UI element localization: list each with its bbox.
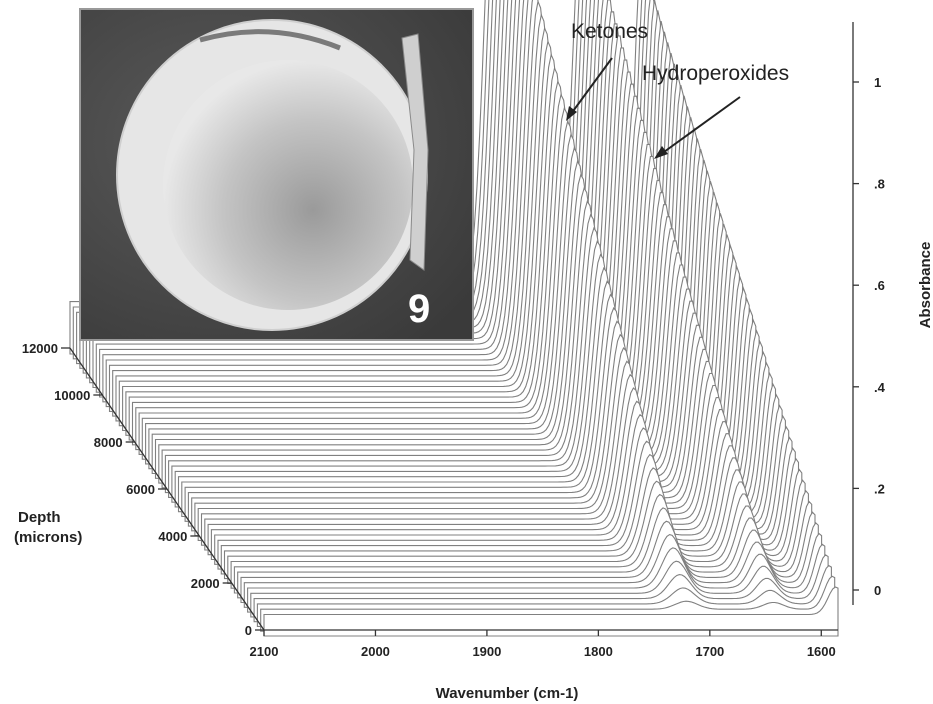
y-tick-label: .8: [874, 177, 885, 192]
x-tick-label: 2000: [361, 644, 390, 659]
x-axis-ticks: 2100 2000 1900 1800 1700 1600: [250, 630, 836, 659]
cup-rim-strip: [401, 33, 429, 271]
arrow-hydroperoxides: [656, 96, 741, 158]
axes: 2100 2000 1900 1800 1700 1600 0 .2 .4 .6 .8 1 0 200…: [22, 22, 886, 659]
arrow-ketones-head: [566, 106, 577, 121]
cup-top-edge: [199, 29, 341, 51]
x-tick-label: 1900: [472, 644, 501, 659]
y-tick-label: .4: [874, 380, 886, 395]
cup-interior: [163, 60, 413, 310]
depth-axis-title-line2: (microns): [14, 529, 82, 546]
y-axis-ticks: 0 .2 .4 .6 .8 1: [853, 75, 886, 598]
annotation-ketones: Ketones: [571, 20, 648, 43]
depth-tick-label: 12000: [22, 341, 58, 356]
y-axis-title: Absorbance: [917, 242, 933, 329]
depth-tick-label: 0: [245, 623, 252, 638]
inset-label: 9: [408, 287, 430, 331]
y-tick-label: .2: [874, 481, 885, 496]
spectrum-trace: [263, 586, 839, 637]
depth-axis-ticks: 0 2000 4000 6000 8000 10000 12000: [22, 341, 264, 638]
x-tick-label: 2100: [250, 644, 279, 659]
y-tick-label: 0: [874, 583, 881, 598]
x-tick-label: 1600: [807, 644, 836, 659]
arrow-ketones: [567, 57, 613, 119]
arrow-hydroperoxides-head: [654, 146, 668, 159]
x-tick-label: 1700: [695, 644, 724, 659]
depth-axis-title-line1: Depth: [18, 509, 61, 526]
depth-tick-label: 8000: [94, 435, 123, 450]
x-tick-label: 1800: [584, 644, 613, 659]
depth-tick-label: 6000: [126, 482, 155, 497]
x-axis-title: Wavenumber (cm-1): [436, 685, 579, 702]
y-tick-label: .6: [874, 278, 885, 293]
depth-tick-label: 10000: [54, 388, 90, 403]
annotation-hydroperoxides: Hydroperoxides: [642, 62, 789, 85]
spectra-traces: [69, 0, 839, 637]
depth-tick-label: 2000: [191, 576, 220, 591]
inset-photo: 9: [79, 8, 474, 341]
y-tick-label: 1: [874, 75, 881, 90]
depth-tick-label: 4000: [158, 529, 187, 544]
